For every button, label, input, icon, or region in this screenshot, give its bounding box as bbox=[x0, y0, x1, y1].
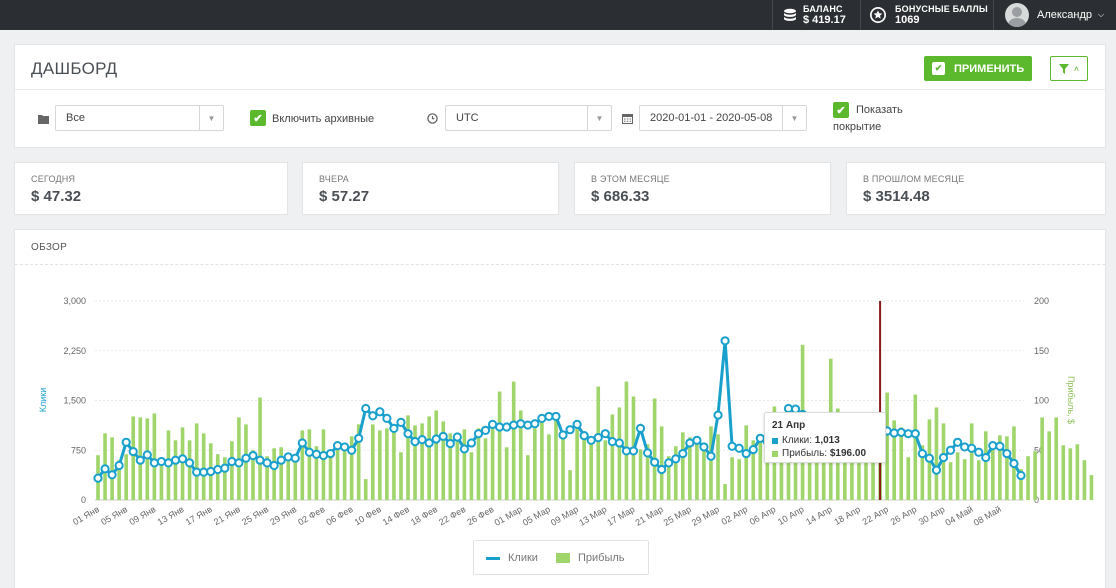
user-name: Александр bbox=[1037, 9, 1093, 21]
chart-tooltip: 21 Апр Клики: 1,013 Прибыль: $196.00 bbox=[764, 412, 886, 463]
overview-title: ОБЗОР bbox=[31, 242, 68, 253]
bonus-value: 1069 bbox=[895, 14, 920, 26]
tooltip-profit-row: Прибыль: $196.00 bbox=[772, 448, 866, 459]
tooltip-profit-swatch bbox=[772, 450, 778, 457]
group-select-value: Все bbox=[66, 112, 85, 124]
stat-label: СЕГОДНЯ bbox=[31, 174, 76, 184]
chevron-down-icon: ⌵ bbox=[1098, 10, 1105, 19]
top-bar: БАЛАНС $ 419.17 БОНУСНЫЕ БАЛЛЫ 1069 Алек… bbox=[0, 0, 1116, 30]
legend-profit-swatch bbox=[556, 553, 570, 563]
group-select[interactable]: Все ▼ bbox=[55, 105, 224, 131]
page-title: ДАШБОРД bbox=[31, 59, 118, 78]
bonus-label: БОНУСНЫЕ БАЛЛЫ bbox=[895, 4, 988, 14]
stat-label: ВЧЕРА bbox=[319, 174, 350, 184]
caret-down-icon: ▼ bbox=[199, 106, 223, 130]
topbar-divider bbox=[993, 0, 994, 30]
tooltip-profit-label: Прибыль: bbox=[782, 448, 828, 459]
topbar-divider bbox=[860, 0, 861, 30]
filter-toggle-button[interactable]: ˄ bbox=[1050, 56, 1088, 81]
stat-card-this-month: В ЭТОМ МЕСЯЦЕ $ 686.33 bbox=[574, 162, 831, 215]
stat-value: $ 3514.48 bbox=[863, 188, 930, 205]
tooltip-clicks-value: 1,013 bbox=[814, 435, 840, 446]
stat-label: В ПРОШЛОМ МЕСЯЦЕ bbox=[863, 174, 965, 184]
stat-card-today: СЕГОДНЯ $ 47.32 bbox=[14, 162, 288, 215]
apply-button[interactable]: ✔ ПРИМЕНИТЬ bbox=[924, 56, 1032, 81]
coins-icon bbox=[784, 8, 796, 21]
star-badge-icon bbox=[870, 7, 886, 23]
coverage-checkbox[interactable]: ✔ bbox=[833, 102, 849, 118]
date-range-value: 2020-01-01 - 2020-05-08 bbox=[650, 112, 773, 124]
tooltip-clicks-label: Клики: bbox=[782, 435, 812, 446]
calendar-icon bbox=[622, 114, 633, 124]
date-range-picker[interactable]: 2020-01-01 - 2020-05-08 ▼ bbox=[639, 105, 807, 131]
user-menu[interactable]: Александр ⌵ bbox=[1005, 0, 1104, 30]
timezone-select[interactable]: UTC ▼ bbox=[445, 105, 612, 131]
chart-legend: Клики Прибыль bbox=[473, 540, 649, 575]
stat-card-yesterday: ВЧЕРА $ 57.27 bbox=[302, 162, 559, 215]
header-divider bbox=[15, 89, 1105, 90]
dashboard-header-panel: ДАШБОРД ✔ ПРИМЕНИТЬ ˄ Все ▼ ✔ Включить а… bbox=[14, 44, 1106, 148]
balance-value: $ 419.17 bbox=[803, 14, 846, 26]
coverage-label-line1: Показать bbox=[856, 104, 903, 116]
caret-down-icon: ▼ bbox=[782, 106, 806, 130]
tooltip-clicks-row: Клики: 1,013 bbox=[772, 435, 840, 446]
topbar-divider bbox=[772, 0, 773, 30]
folder-icon bbox=[38, 115, 49, 124]
stat-value: $ 57.27 bbox=[319, 188, 370, 205]
apply-button-label: ПРИМЕНИТЬ bbox=[954, 62, 1025, 75]
bonus-widget[interactable]: БОНУСНЫЕ БАЛЛЫ 1069 bbox=[869, 0, 988, 30]
stat-value: $ 47.32 bbox=[31, 188, 82, 205]
archive-label: Включить архивные bbox=[272, 113, 375, 125]
legend-clicks-label[interactable]: Клики bbox=[508, 552, 538, 564]
balance-label: БАЛАНС bbox=[803, 4, 843, 14]
stat-label: В ЭТОМ МЕСЯЦЕ bbox=[591, 174, 670, 184]
timezone-select-value: UTC bbox=[456, 112, 479, 124]
filter-icon bbox=[1058, 63, 1069, 74]
stat-card-last-month: В ПРОШЛОМ МЕСЯЦЕ $ 3514.48 bbox=[846, 162, 1106, 215]
coverage-label-line2: покрытие bbox=[833, 121, 882, 133]
archive-checkbox[interactable]: ✔ bbox=[250, 110, 266, 126]
avatar bbox=[1005, 3, 1029, 27]
clock-icon bbox=[427, 113, 438, 124]
tooltip-title: 21 Апр bbox=[772, 420, 806, 431]
stat-value: $ 686.33 bbox=[591, 188, 650, 205]
caret-down-icon: ▼ bbox=[587, 106, 611, 130]
tooltip-clicks-swatch bbox=[772, 437, 778, 444]
tooltip-profit-value: $196.00 bbox=[829, 448, 867, 459]
legend-clicks-swatch bbox=[486, 557, 500, 560]
overview-divider bbox=[15, 264, 1105, 265]
overview-panel: ОБЗОР Клики Прибыль bbox=[14, 229, 1106, 588]
check-icon: ✔ bbox=[932, 62, 945, 75]
legend-profit-label[interactable]: Прибыль bbox=[578, 552, 625, 564]
chevron-up-icon: ˄ bbox=[1073, 63, 1080, 74]
balance-widget[interactable]: БАЛАНС $ 419.17 bbox=[782, 0, 846, 30]
